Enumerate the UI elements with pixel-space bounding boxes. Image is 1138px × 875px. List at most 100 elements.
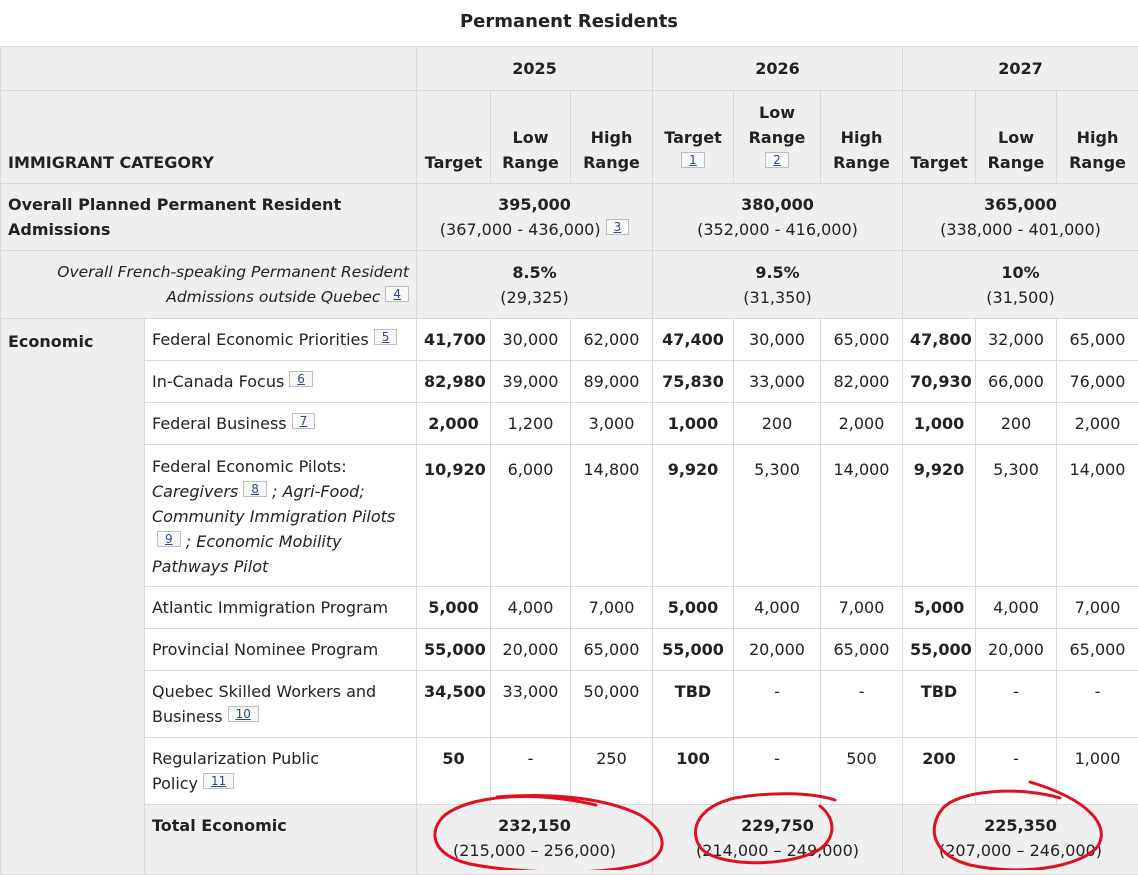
overall-2027-range: (338,000 - 401,000) xyxy=(940,220,1101,239)
cell-value: 34,500 xyxy=(417,671,491,738)
french-speaking-row: Overall French-speaking Permanent Reside… xyxy=(1,251,1138,319)
row-label-text: Quebec Skilled Workers and Business xyxy=(152,682,376,726)
cell-value: 7,000 xyxy=(821,587,903,629)
overall-2026-target: 380,000 xyxy=(741,195,814,214)
cell-value: 4,000 xyxy=(976,587,1057,629)
footnote-link-9[interactable]: 9 xyxy=(157,531,181,547)
footnote-link-5[interactable]: 5 xyxy=(374,329,398,345)
french-2027-count: (31,500) xyxy=(986,288,1054,307)
total-2026-range: (214,000 – 249,000) xyxy=(696,841,859,860)
cell-value: 10,920 xyxy=(417,445,491,587)
footnote-link-3[interactable]: 3 xyxy=(606,219,630,235)
cell-value: 250 xyxy=(571,738,653,805)
french-2026-pct: 9.5% xyxy=(755,263,799,282)
immigrant-category-header: IMMIGRANT CATEGORY xyxy=(1,91,417,184)
french-2027-pct: 10% xyxy=(1001,263,1039,282)
row-label-text: In-Canada Focus xyxy=(152,372,284,391)
cell-value: - xyxy=(1057,671,1138,738)
row-label-text: Federal Economic Pilots: xyxy=(152,457,347,476)
french-2025-pct: 8.5% xyxy=(512,263,556,282)
cell-value: 33,000 xyxy=(491,671,571,738)
row-label-text: Federal Business xyxy=(152,414,287,433)
target-header-2026: Target 1 xyxy=(653,91,734,184)
cell-value: 1,000 xyxy=(653,403,734,445)
cell-value: 82,980 xyxy=(417,361,491,403)
cell-value: 20,000 xyxy=(491,629,571,671)
footnote-link-8[interactable]: 8 xyxy=(243,481,267,497)
table-caption: Permanent Residents xyxy=(0,0,1138,46)
french-2027-cell: 10% (31,500) xyxy=(903,251,1138,319)
row-label: In-Canada Focus 6 xyxy=(145,361,417,403)
footnote-link-6[interactable]: 6 xyxy=(289,371,313,387)
cell-value: 2,000 xyxy=(1057,403,1138,445)
total-2026-target: 229,750 xyxy=(741,816,814,835)
cell-value: 65,000 xyxy=(821,629,903,671)
overall-2025-range: (367,000 - 436,000) xyxy=(440,220,601,239)
low-range-header-2026: Low Range 2 xyxy=(734,91,821,184)
row-label: Atlantic Immigration Program xyxy=(145,587,417,629)
total-2027-cell: 225,350 (207,000 – 246,000) xyxy=(903,805,1138,875)
row-label-text: Regularization Public Policy xyxy=(152,749,319,793)
permanent-residents-table: 2025 2026 2027 IMMIGRANT CATEGORY Target… xyxy=(0,46,1138,875)
high-range-header-2026: High Range xyxy=(821,91,903,184)
footnote-link-1[interactable]: 1 xyxy=(681,152,705,168)
blank-header xyxy=(1,47,417,91)
low-range-header-2026-label: Low Range xyxy=(749,103,806,147)
cell-value: 33,000 xyxy=(734,361,821,403)
cell-value: 9,920 xyxy=(903,445,976,587)
cell-value: 62,000 xyxy=(571,319,653,361)
cell-value: 70,930 xyxy=(903,361,976,403)
cell-value: 30,000 xyxy=(734,319,821,361)
economic-category-label: Economic xyxy=(1,319,145,875)
footnote-link-4[interactable]: 4 xyxy=(385,286,409,302)
low-range-header-2025: Low Range xyxy=(491,91,571,184)
cell-value: 5,300 xyxy=(734,445,821,587)
cell-value: 14,000 xyxy=(1057,445,1138,587)
cell-value: 500 xyxy=(821,738,903,805)
footnote-link-10[interactable]: 10 xyxy=(228,706,259,722)
cell-value: 65,000 xyxy=(571,629,653,671)
total-2026-cell: 229,750 (214,000 – 249,000) xyxy=(653,805,903,875)
high-range-header-2025: High Range xyxy=(571,91,653,184)
footnote-link-2[interactable]: 2 xyxy=(765,152,789,168)
table-row: Atlantic Immigration Program 5,000 4,000… xyxy=(1,587,1138,629)
cell-value: 50,000 xyxy=(571,671,653,738)
cell-value: 65,000 xyxy=(1057,629,1138,671)
cell-value: 200 xyxy=(903,738,976,805)
overall-admissions-label: Overall Planned Permanent Resident Admis… xyxy=(1,184,417,251)
cell-value: 7,000 xyxy=(1057,587,1138,629)
cell-value: 1,000 xyxy=(1057,738,1138,805)
overall-admissions-row: Overall Planned Permanent Resident Admis… xyxy=(1,184,1138,251)
cell-value: 5,000 xyxy=(653,587,734,629)
total-economic-row: Total Economic 232,150 (215,000 – 256,00… xyxy=(1,805,1138,875)
cell-value: 55,000 xyxy=(653,629,734,671)
footnote-link-11[interactable]: 11 xyxy=(203,773,234,789)
overall-2027-target: 365,000 xyxy=(984,195,1057,214)
row-label-text-italic: ; Economic Mobility Pathways Pilot xyxy=(152,532,342,576)
high-range-header-2027: High Range xyxy=(1057,91,1138,184)
cell-value: 30,000 xyxy=(491,319,571,361)
overall-admissions-text: Overall Planned Permanent Resident Admis… xyxy=(8,195,341,239)
french-2025-count: (29,325) xyxy=(500,288,568,307)
cell-value: - xyxy=(491,738,571,805)
cell-value: - xyxy=(821,671,903,738)
total-2025-range: (215,000 – 256,000) xyxy=(453,841,616,860)
cell-value: 39,000 xyxy=(491,361,571,403)
footnote-link-7[interactable]: 7 xyxy=(292,413,316,429)
cell-value: 5,000 xyxy=(417,587,491,629)
cell-value: 14,000 xyxy=(821,445,903,587)
cell-value: 1,000 xyxy=(903,403,976,445)
cell-value: 7,000 xyxy=(571,587,653,629)
cell-value: 76,000 xyxy=(1057,361,1138,403)
cell-value: 55,000 xyxy=(903,629,976,671)
cell-value: - xyxy=(976,738,1057,805)
overall-2026-range: (352,000 - 416,000) xyxy=(697,220,858,239)
row-label: Provincial Nominee Program xyxy=(145,629,417,671)
cell-value: 14,800 xyxy=(571,445,653,587)
